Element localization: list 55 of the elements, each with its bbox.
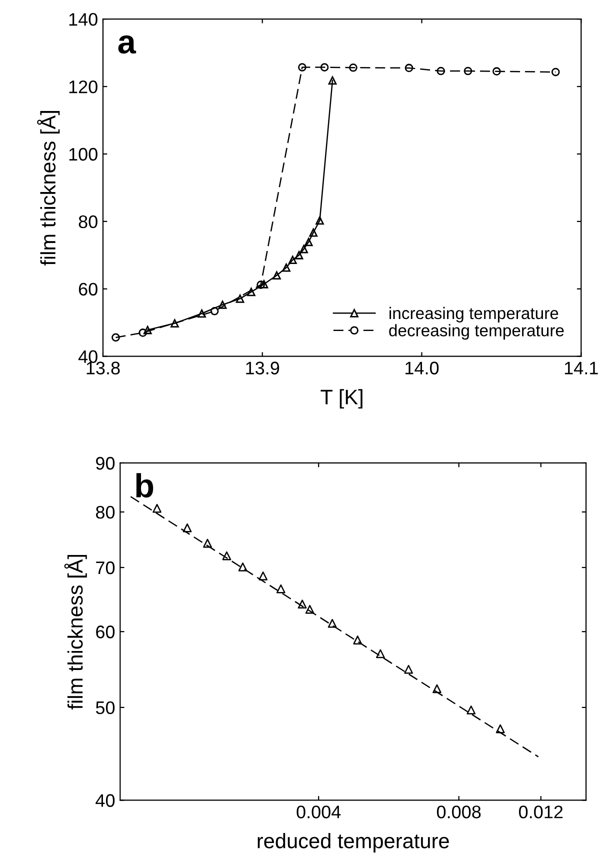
point [260,280,268,288]
x-tick-label: 0.004 [296,806,341,818]
point [294,250,304,260]
point [288,256,297,264]
point [170,319,179,328]
y-tick-label: 90 [96,456,115,470]
y-tick-label: 40 [96,794,115,807]
y-tick-label: 120 [69,80,98,94]
legend-label: increasing temperature [390,306,558,322]
point [143,326,152,334]
y-tick-label: 100 [69,148,98,161]
legend-label: decreasing temperature [389,324,564,340]
x-tick-label: 0.008 [436,806,481,818]
point [247,288,256,296]
point [298,63,306,72]
x-axis-title: T [K] [320,389,362,409]
point [218,300,227,309]
point [210,306,219,316]
point [198,309,206,318]
y-axis-title: film thickness [Å] [37,111,60,266]
y-tick-label: 70 [96,561,115,574]
point [328,76,337,85]
point [300,244,308,254]
point [492,67,501,76]
point [551,68,560,76]
y-tick-label: 60 [78,282,98,296]
point [112,333,120,342]
x-tick-label: 14.0 [406,362,439,374]
point [282,263,290,272]
point [404,64,414,72]
y-tick-label: 80 [96,506,115,519]
point [464,66,472,76]
x-tick-label: 14.1 [564,362,598,374]
annotation: b [136,473,154,498]
point [316,216,324,225]
x-axis-title: reduced temperature [258,833,449,852]
point [272,271,281,280]
point [349,63,358,72]
y-tick-label: 60 [96,626,115,638]
point [436,66,446,76]
x-tick-label: 0.012 [518,806,563,818]
x-tick-label: 13.8 [86,362,120,374]
x-tick-label: 13.9 [246,362,280,374]
point [304,238,313,246]
y-tick-label: 50 [96,701,115,714]
point [309,228,318,237]
y-tick-label: 140 [69,13,98,26]
annotation: a [118,35,136,54]
y-axis-title: film thickness [Å] [64,554,87,710]
y-tick-label: 80 [78,215,98,228]
point [320,63,329,72]
point [138,328,147,337]
point [236,294,244,303]
y-tick-label: 40 [78,350,98,364]
point [256,280,265,290]
